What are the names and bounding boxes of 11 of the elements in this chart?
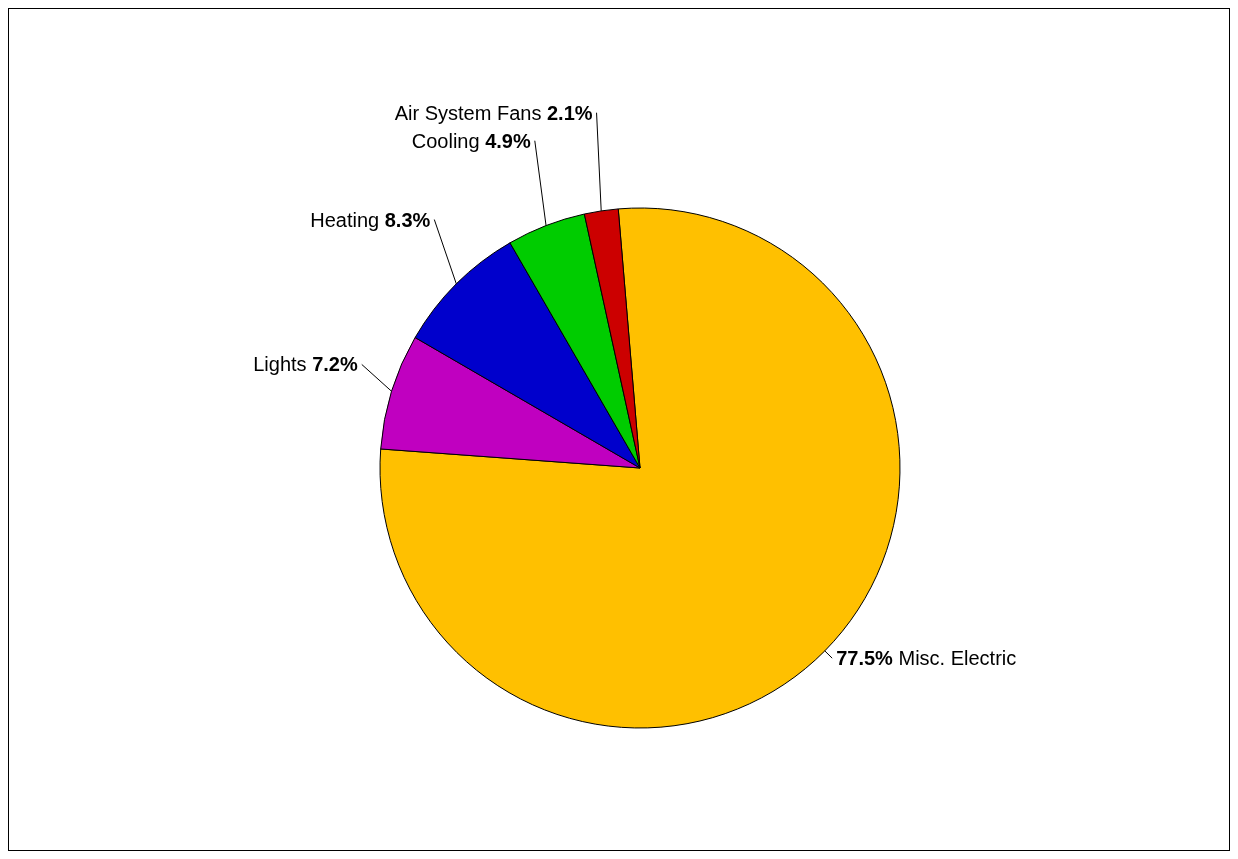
slice-label: Air System Fans: [394, 101, 542, 124]
pie-slice: [379, 207, 901, 729]
data-label: 2.1%: [546, 101, 593, 124]
slice-label: Cooling: [411, 129, 480, 152]
data-label: 4.9%: [485, 129, 531, 152]
data-label: 7.2%: [312, 353, 358, 376]
data-label: 77.5%: [836, 647, 894, 670]
slice-label: Heating: [310, 208, 380, 231]
data-label: 8.3%: [384, 208, 431, 231]
slice-label: Lights: [253, 353, 307, 376]
slice-label: Misc. Electric: [898, 647, 1017, 670]
